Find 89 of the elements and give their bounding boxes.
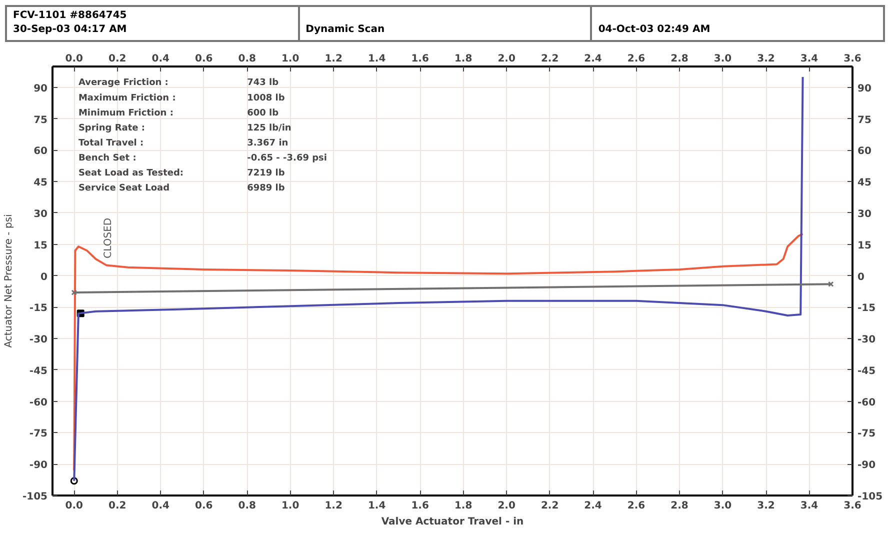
y-tick-label: 0 — [40, 272, 48, 283]
x2-tick-label: 0.6 — [194, 500, 213, 512]
y2-tick-label: -60 — [858, 397, 876, 408]
y2-tick-label: -105 — [858, 492, 883, 502]
x2-tick-label: 2.4 — [584, 500, 602, 512]
x-tick-label: 0.6 — [194, 54, 213, 64]
annotation: Seat Load as Tested: — [78, 168, 184, 179]
annotation: -0.65 - -3.69 psi — [247, 154, 327, 164]
text: 04-Oct-03 02:49 AM — [591, 6, 884, 41]
x2-tick-label: 1.4 — [368, 500, 386, 512]
y-tick-label: 30 — [34, 208, 48, 220]
y2-tick-label: 0 — [858, 272, 864, 283]
annotation: 743 lb — [247, 78, 280, 88]
x-tick-label: 0.4 — [152, 54, 170, 64]
x-tick-label: 3.0 — [714, 54, 732, 64]
y2-tick-label: 60 — [858, 146, 872, 158]
y2-tick-label: 15 — [858, 240, 872, 252]
x2-tick-label: 1.8 — [454, 500, 472, 512]
text: Dynamic Scan — [298, 6, 592, 41]
annotation: 1008 lb — [247, 93, 286, 104]
chart-subtitle: 30-Sep-03 04:17 AM — [13, 24, 127, 36]
y-tick-label: -45 — [29, 366, 48, 377]
annotation: Maximum Friction : — [78, 93, 176, 104]
x2-tick-label: 0.8 — [238, 500, 256, 512]
x-tick-label: 1.6 — [411, 54, 429, 64]
x2-tick-label: 2.8 — [670, 500, 688, 512]
annotation: Spring Rate : — [78, 123, 146, 134]
y2-tick-label: 75 — [858, 114, 872, 126]
y-tick-label: -105 — [22, 492, 48, 502]
x-tick-label: 3.4 — [800, 54, 818, 64]
annotation: Average Friction : — [78, 78, 168, 88]
x2-tick-label: 1.2 — [324, 500, 342, 512]
annotation: 3.367 in — [247, 138, 288, 149]
y-tick-label: 15 — [34, 240, 48, 252]
x-axis-title: Valve Actuator Travel - in — [381, 516, 524, 528]
x-tick-label: 1.4 — [368, 54, 386, 64]
annotation: 7219 lb — [247, 168, 286, 179]
y2-tick-label: 30 — [858, 208, 872, 220]
x-tick-label: 3.2 — [757, 54, 775, 64]
x2-tick-label: 2.2 — [540, 500, 559, 512]
x-tick-label: 1.2 — [324, 54, 342, 64]
annotation: Service Seat Load — [78, 184, 170, 194]
y2-tick-label: -30 — [858, 334, 876, 346]
y2-tick-label: -90 — [858, 460, 876, 472]
y-tick-label: 60 — [34, 146, 48, 158]
x-tick-label: 2.0 — [498, 54, 516, 64]
annotation: Minimum Friction : — [78, 108, 174, 118]
y-tick-label: -75 — [29, 428, 48, 440]
y2-tick-label: 90 — [858, 83, 872, 94]
annotation: 600 lb — [247, 108, 280, 118]
x2-tick-label: 1.0 — [281, 500, 300, 512]
y-tick-label: -60 — [29, 397, 48, 408]
y-axis-title: Actuator Net Pressure - psi — [3, 214, 14, 348]
y-tick-label: 45 — [34, 178, 48, 189]
x-tick-label: 2.6 — [627, 54, 646, 64]
annotation: Bench Set : — [78, 154, 136, 164]
y-tick-label: -90 — [29, 460, 48, 472]
x-tick-label: 2.2 — [540, 54, 559, 64]
y-tick-label: -15 — [29, 303, 48, 314]
x-tick-label: 0.0 — [65, 54, 84, 64]
x2-tick-label: 1.6 — [411, 500, 429, 512]
x2-tick-label: 2.0 — [498, 500, 516, 512]
y2-tick-label: -45 — [858, 366, 876, 377]
y2-tick-label: 45 — [858, 178, 872, 189]
x-tick-label: 3.6 — [844, 54, 862, 64]
x-tick-label: 2.8 — [670, 54, 688, 64]
x2-tick-label: 0.0 — [65, 500, 84, 512]
x2-tick-label: 3.0 — [714, 500, 732, 512]
y2-tick-label: -75 — [858, 428, 876, 440]
x2-tick-label: 3.4 — [800, 500, 818, 512]
x-tick-label: 0.8 — [238, 54, 256, 64]
x2-tick-label: 2.6 — [627, 500, 646, 512]
x2-tick-label: 0.2 — [108, 500, 126, 512]
x-tick-label: 1.0 — [281, 54, 300, 64]
chart-title: FCV-1101 #8864745 — [13, 10, 127, 21]
annotation: CLOSED — [103, 218, 114, 258]
y-tick-label: -30 — [29, 334, 48, 346]
y-tick-label: 75 — [34, 114, 48, 126]
x-tick-label: 0.2 — [108, 54, 126, 64]
annotation: 6989 lb — [247, 184, 286, 194]
y-tick-label: 90 — [34, 83, 48, 94]
annotation: 125 lb/in — [247, 123, 292, 134]
annotation: Total Travel : — [78, 138, 144, 149]
y2-tick-label: -15 — [858, 303, 876, 314]
x-tick-label: 2.4 — [584, 54, 602, 64]
x2-tick-label: 3.2 — [757, 500, 775, 512]
x-tick-label: 1.8 — [454, 54, 472, 64]
x2-tick-label: 0.4 — [152, 500, 170, 512]
x2-tick-label: 3.6 — [844, 500, 862, 512]
